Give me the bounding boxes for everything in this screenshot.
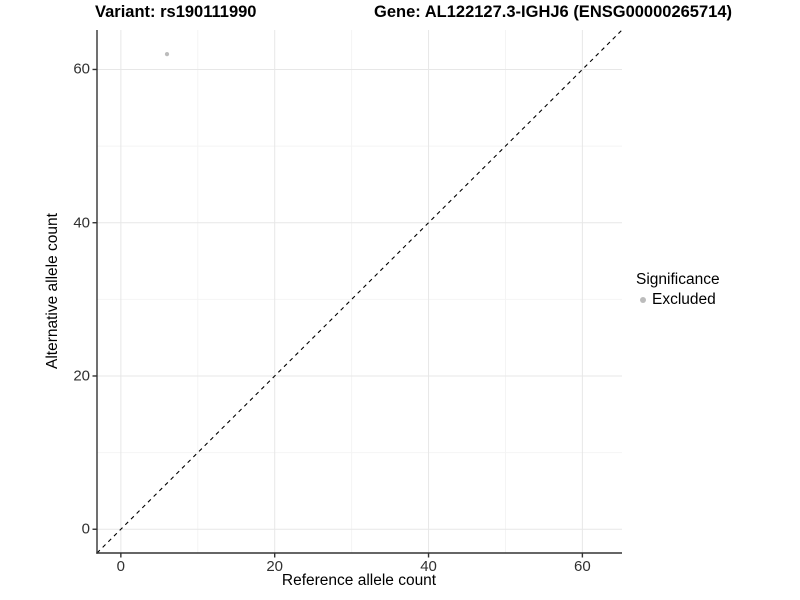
x-tick-label: 20 (266, 558, 284, 575)
data-point (164, 52, 170, 57)
legend-point-swatch (640, 297, 646, 303)
y-axis-title: Alternative allele count (44, 213, 61, 369)
x-axis-title: Reference allele count (281, 572, 437, 589)
gene-title: Gene: AL122127.3-IGHJ6 (ENSG00000265714) (374, 3, 733, 21)
identity-reference-line (96, 29, 623, 554)
variant-title: Variant: rs190111990 (95, 3, 257, 21)
y-tick-label: 20 (73, 367, 90, 385)
legend: Significance Excluded (636, 271, 720, 309)
x-tick-label: 0 (116, 558, 126, 575)
y-tick-label: 40 (73, 214, 90, 232)
legend-item-label: Excluded (652, 291, 716, 308)
legend-title: Significance (636, 271, 720, 288)
legend-item-excluded: Excluded (636, 291, 720, 309)
x-tick-label: 60 (574, 558, 591, 575)
x-tick-label: 40 (420, 558, 437, 575)
y-tick-label: 60 (73, 60, 90, 78)
y-tick-label: 0 (81, 520, 90, 538)
